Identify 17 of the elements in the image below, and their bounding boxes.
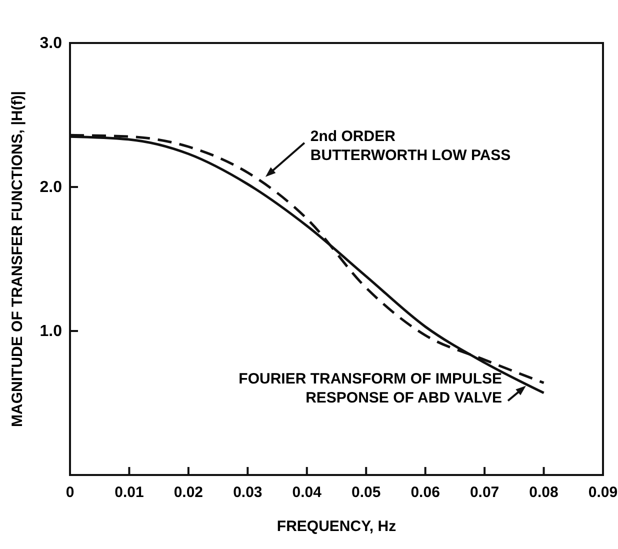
annotation: 2nd ORDER BUTTERWORTH LOW PASS: [310, 128, 511, 164]
x-tick-label: 0.03: [233, 484, 262, 501]
y-tick-label: 2.0: [40, 179, 62, 196]
x-tick-label: 0.02: [174, 484, 204, 501]
y-axis-title: MAGNITUDE OF TRANSFER FUNCTIONS, |H(f)|: [9, 91, 26, 427]
x-tick-label: 0.05: [352, 484, 381, 501]
x-tick-label: 0.07: [470, 484, 500, 501]
x-tick-label: 0.04: [292, 484, 322, 501]
x-tick-label: 0.08: [529, 484, 558, 501]
annotation: FOURIER TRANSFORM OF IMPULSE RESPONSE OF ABD VALVE: [238, 370, 502, 407]
y-tick-label: 3.0: [40, 35, 62, 52]
x-tick-label: 0.01: [114, 484, 144, 501]
x-tick-label: 0.06: [410, 484, 440, 501]
x-tick-label: 0: [66, 484, 74, 501]
x-axis-title: FREQUENCY, Hz: [276, 518, 396, 535]
y-tick-label: 1.0: [40, 323, 62, 340]
x-tick-label: 0.09: [588, 484, 618, 501]
